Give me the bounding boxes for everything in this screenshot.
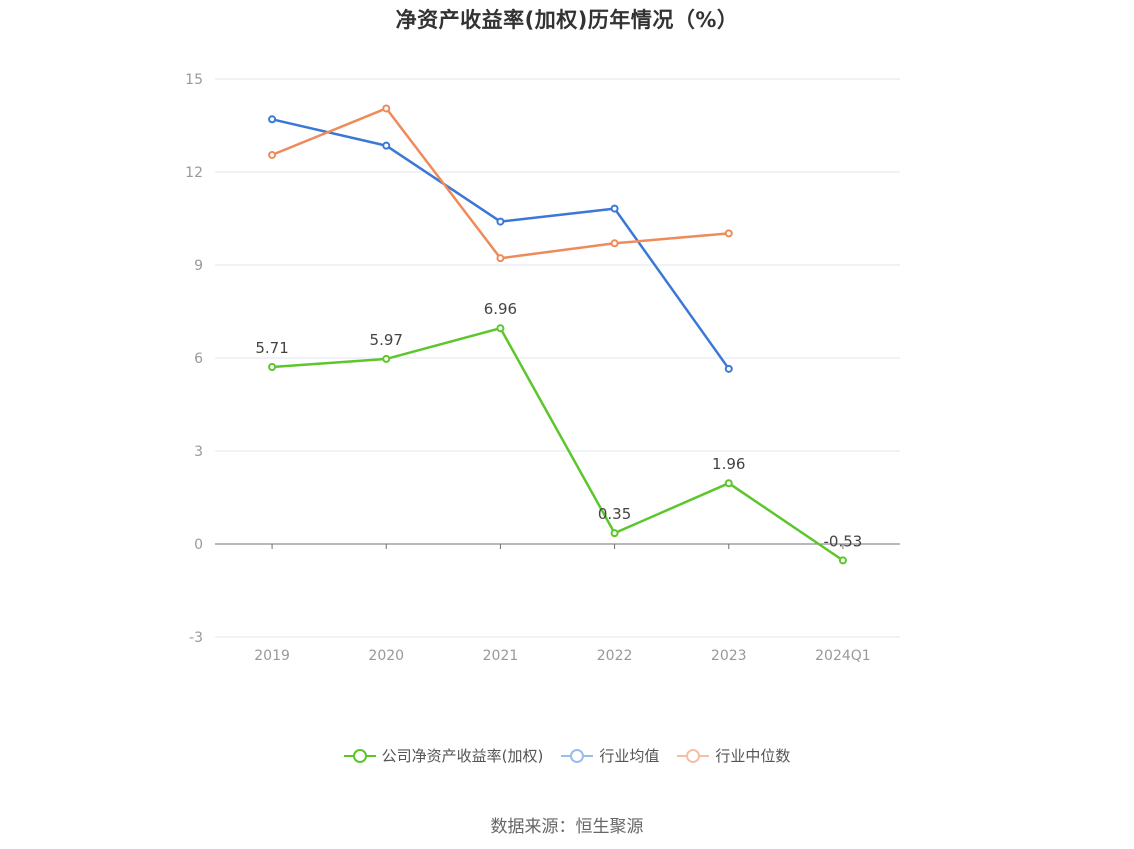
data-point (610, 204, 619, 213)
data-point (382, 141, 391, 150)
y-tick-label: 6 (194, 351, 203, 367)
legend-marker-icon (561, 748, 594, 764)
data-point (724, 229, 733, 238)
legend-marker-icon (343, 748, 376, 764)
data-label: 1.96 (712, 455, 745, 473)
data-point (268, 362, 277, 371)
data-point (610, 529, 619, 538)
data-label: 0.35 (598, 505, 631, 523)
x-tick-label: 2019 (254, 648, 290, 664)
legend-item-industry-mean[interactable]: 行业均值 (561, 745, 659, 766)
series-line-0 (272, 326, 844, 562)
data-point (268, 150, 277, 159)
data-point (268, 115, 277, 124)
data-point (382, 354, 391, 363)
data-label: 6.96 (484, 300, 517, 318)
data-point (610, 239, 619, 248)
x-tick-label: 2023 (711, 648, 747, 664)
data-point (724, 479, 733, 488)
data-point (838, 556, 847, 565)
data-point (496, 324, 505, 333)
y-tick-label: 0 (194, 537, 203, 553)
legend-item-industry-median[interactable]: 行业中位数 (677, 745, 790, 766)
legend-item-company-roe[interactable]: 公司净资产收益率(加权) (343, 745, 544, 766)
data-source: 数据来源：恒生聚源 (490, 817, 644, 837)
chart-title: 净资产收益率(加权)历年情况（%） (395, 8, 739, 32)
x-tick-label: 2022 (597, 648, 633, 664)
legend-label: 行业均值 (599, 747, 660, 765)
y-tick-label: 15 (185, 72, 203, 88)
y-tick-label: 12 (185, 165, 203, 181)
data-label: 5.71 (255, 339, 288, 357)
y-tick-label: -3 (189, 630, 203, 646)
legend-marker-icon (677, 748, 710, 764)
y-tick-label: 9 (194, 258, 203, 274)
data-label: 5.97 (370, 331, 403, 349)
x-tick-label: 2020 (368, 648, 404, 664)
data-point (724, 364, 733, 373)
y-tick-label: 3 (194, 444, 203, 460)
data-point (496, 254, 505, 263)
series-line-2 (271, 107, 729, 260)
x-tick-label: 2024Q1 (815, 648, 871, 664)
x-tick-label: 2021 (483, 648, 519, 664)
legend-label: 公司净资产收益率(加权) (381, 747, 544, 765)
data-point (496, 217, 505, 226)
data-point (382, 104, 391, 113)
data-label: -0.53 (824, 532, 863, 550)
legend-label: 行业中位数 (715, 747, 791, 765)
chart-legend: 公司净资产收益率(加权) 行业均值 行业中位数 (0, 745, 1134, 766)
